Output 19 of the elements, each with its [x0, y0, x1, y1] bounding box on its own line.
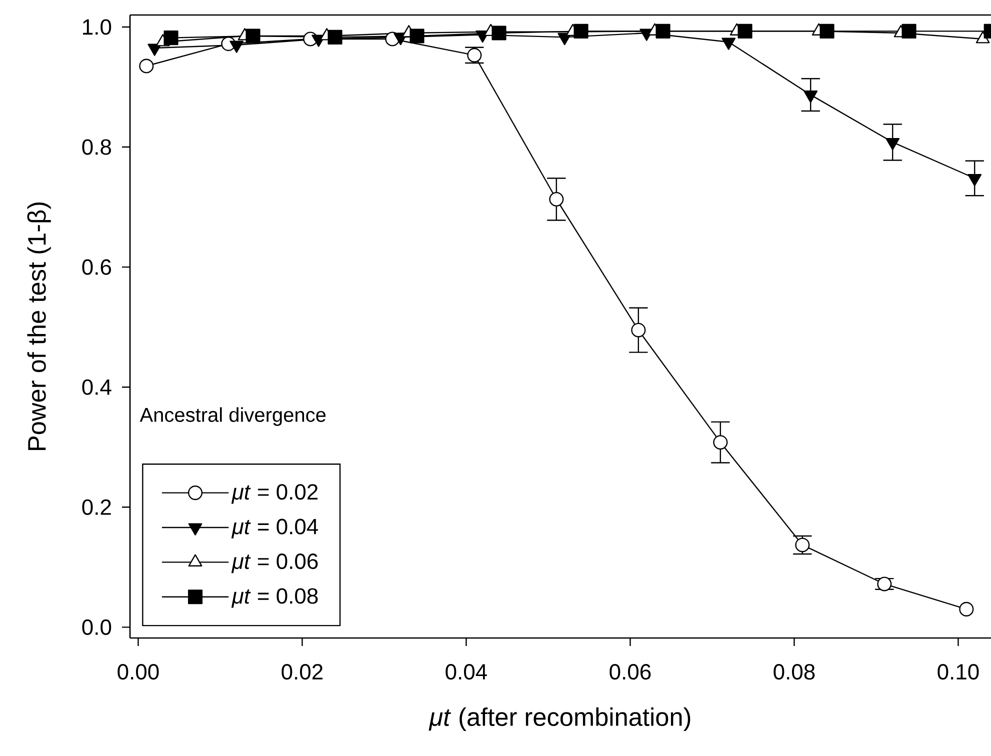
- y-axis-title: Power of the test (1-β): [27, 202, 51, 450]
- x-tick-label: 0.02: [282, 664, 322, 680]
- legend-label: μt = 0.04: [231, 518, 318, 538]
- legend-title: Ancestral divergence: [140, 407, 326, 426]
- x-tick-label: 0.04: [446, 664, 487, 680]
- x-axis-title: μt (after recombination): [428, 707, 690, 732]
- y-tick-label: 0.0: [82, 619, 112, 635]
- x-tick-label: 0.00: [118, 664, 159, 680]
- y-tick-label: 0.4: [82, 379, 112, 395]
- y-tick-label: 0.2: [82, 499, 111, 515]
- y-tick-label: 0.8: [82, 139, 111, 155]
- x-tick-label: 0.06: [610, 664, 651, 680]
- x-tick-label: 0.10: [938, 664, 979, 680]
- y-tick-label: 0.6: [82, 259, 111, 275]
- y-tick-label: 1.0: [83, 19, 112, 35]
- x-tick-label: 0.08: [774, 664, 815, 680]
- legend-label: μt = 0.02: [231, 484, 318, 504]
- legend-label: μt = 0.08: [231, 588, 318, 608]
- legend-label: μt = 0.06: [231, 554, 318, 574]
